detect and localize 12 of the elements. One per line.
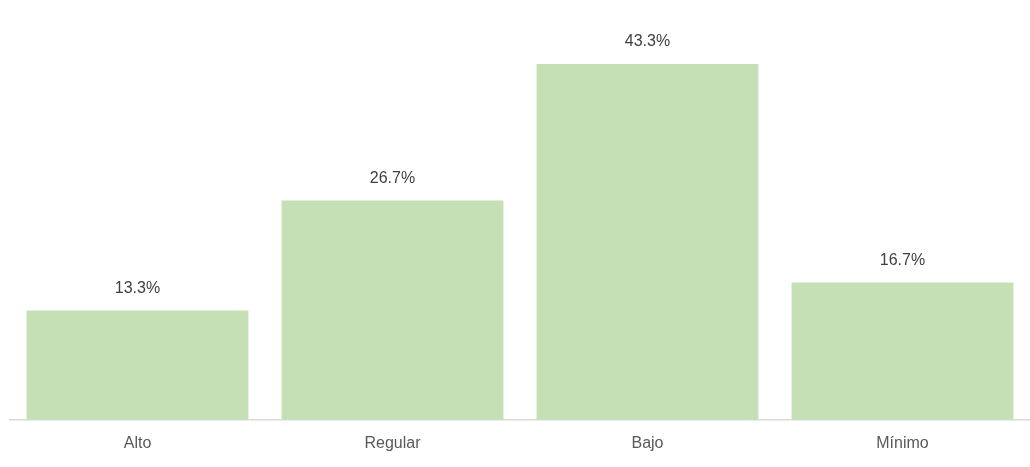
x-tick-label: Bajo xyxy=(631,433,664,451)
bar xyxy=(536,63,759,420)
data-label: 16.7% xyxy=(879,250,926,268)
x-tick-label: Regular xyxy=(364,433,422,451)
x-tick-label: Alto xyxy=(123,433,152,451)
data-label: 43.3% xyxy=(624,32,671,50)
bar xyxy=(791,282,1014,420)
x-tick-label: Mínimo xyxy=(876,433,929,451)
data-label: 13.3% xyxy=(114,278,161,296)
data-label: 26.7% xyxy=(369,168,416,186)
bar xyxy=(281,200,504,420)
bar xyxy=(26,310,249,420)
